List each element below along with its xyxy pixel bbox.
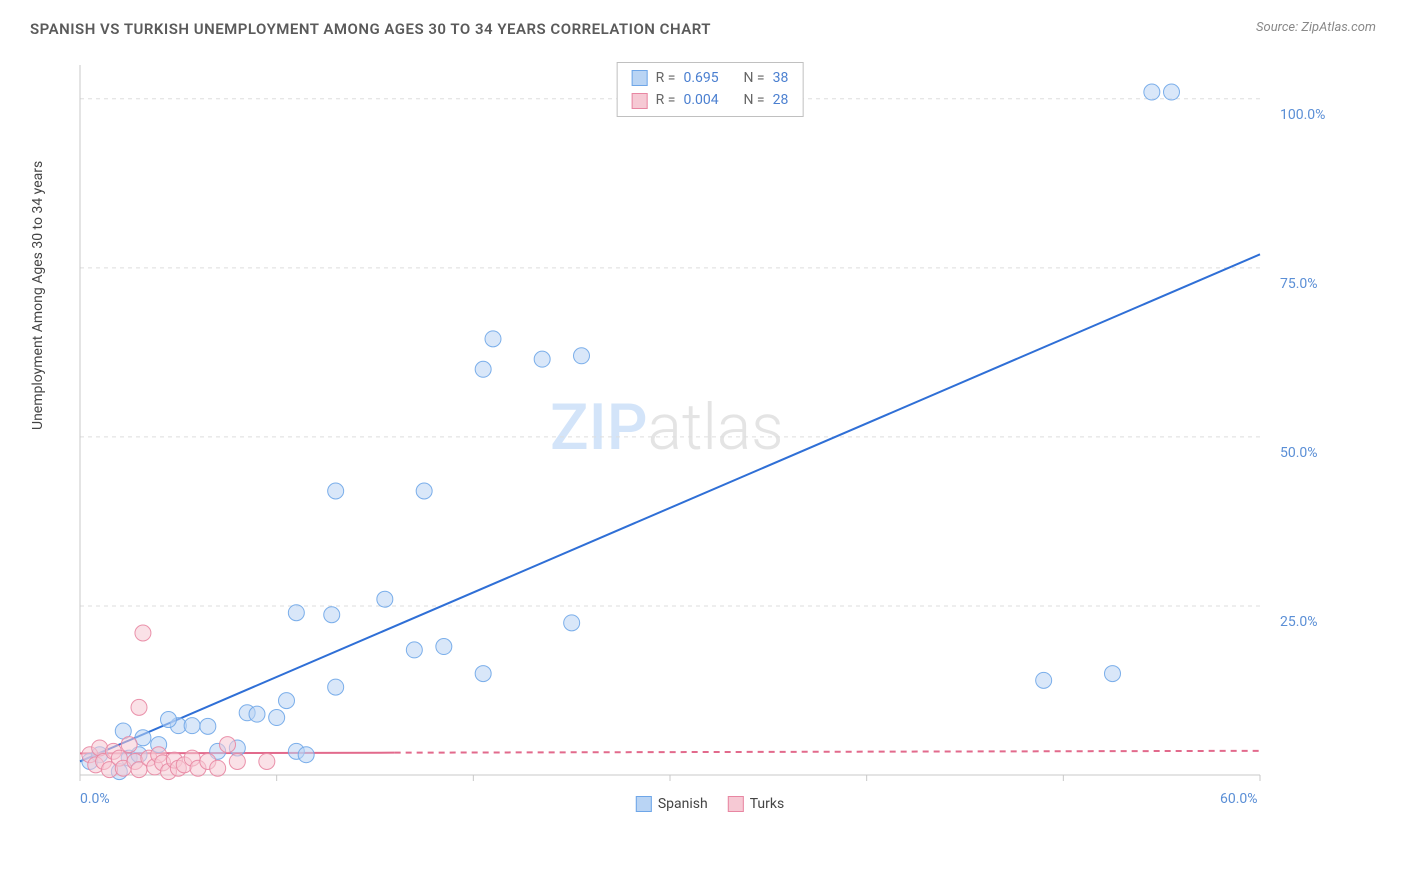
legend-r-label: R = <box>656 89 676 111</box>
legend-swatch <box>632 93 648 109</box>
chart-title: SPANISH VS TURKISH UNEMPLOYMENT AMONG AG… <box>30 20 711 38</box>
legend-n-label: N = <box>743 89 764 111</box>
legend-n-value: 28 <box>773 89 789 111</box>
chart-container: SPANISH VS TURKISH UNEMPLOYMENT AMONG AG… <box>0 0 1406 892</box>
legend-r-label: R = <box>656 67 676 89</box>
source-attribution: Source: ZipAtlas.com <box>1256 20 1376 35</box>
scatter-plot <box>70 60 1350 820</box>
legend-r-value: 0.004 <box>683 89 735 111</box>
header-row: SPANISH VS TURKISH UNEMPLOYMENT AMONG AG… <box>30 20 1376 38</box>
y-axis-label: Unemployment Among Ages 30 to 34 years <box>30 161 46 430</box>
legend-n-value: 38 <box>773 67 789 89</box>
legend-row: R = 0.004 N = 28 <box>632 89 789 111</box>
legend-r-value: 0.695 <box>683 67 735 89</box>
correlation-legend: R = 0.695 N = 38 R = 0.004 N = 28 <box>617 62 804 117</box>
legend-n-label: N = <box>743 67 764 89</box>
chart-area: ZIPatlas R =0.695N =38R =0.004N =28 25.0… <box>70 60 1350 820</box>
legend-swatch <box>632 70 648 86</box>
legend-row: R = 0.695 N = 38 <box>632 67 789 89</box>
